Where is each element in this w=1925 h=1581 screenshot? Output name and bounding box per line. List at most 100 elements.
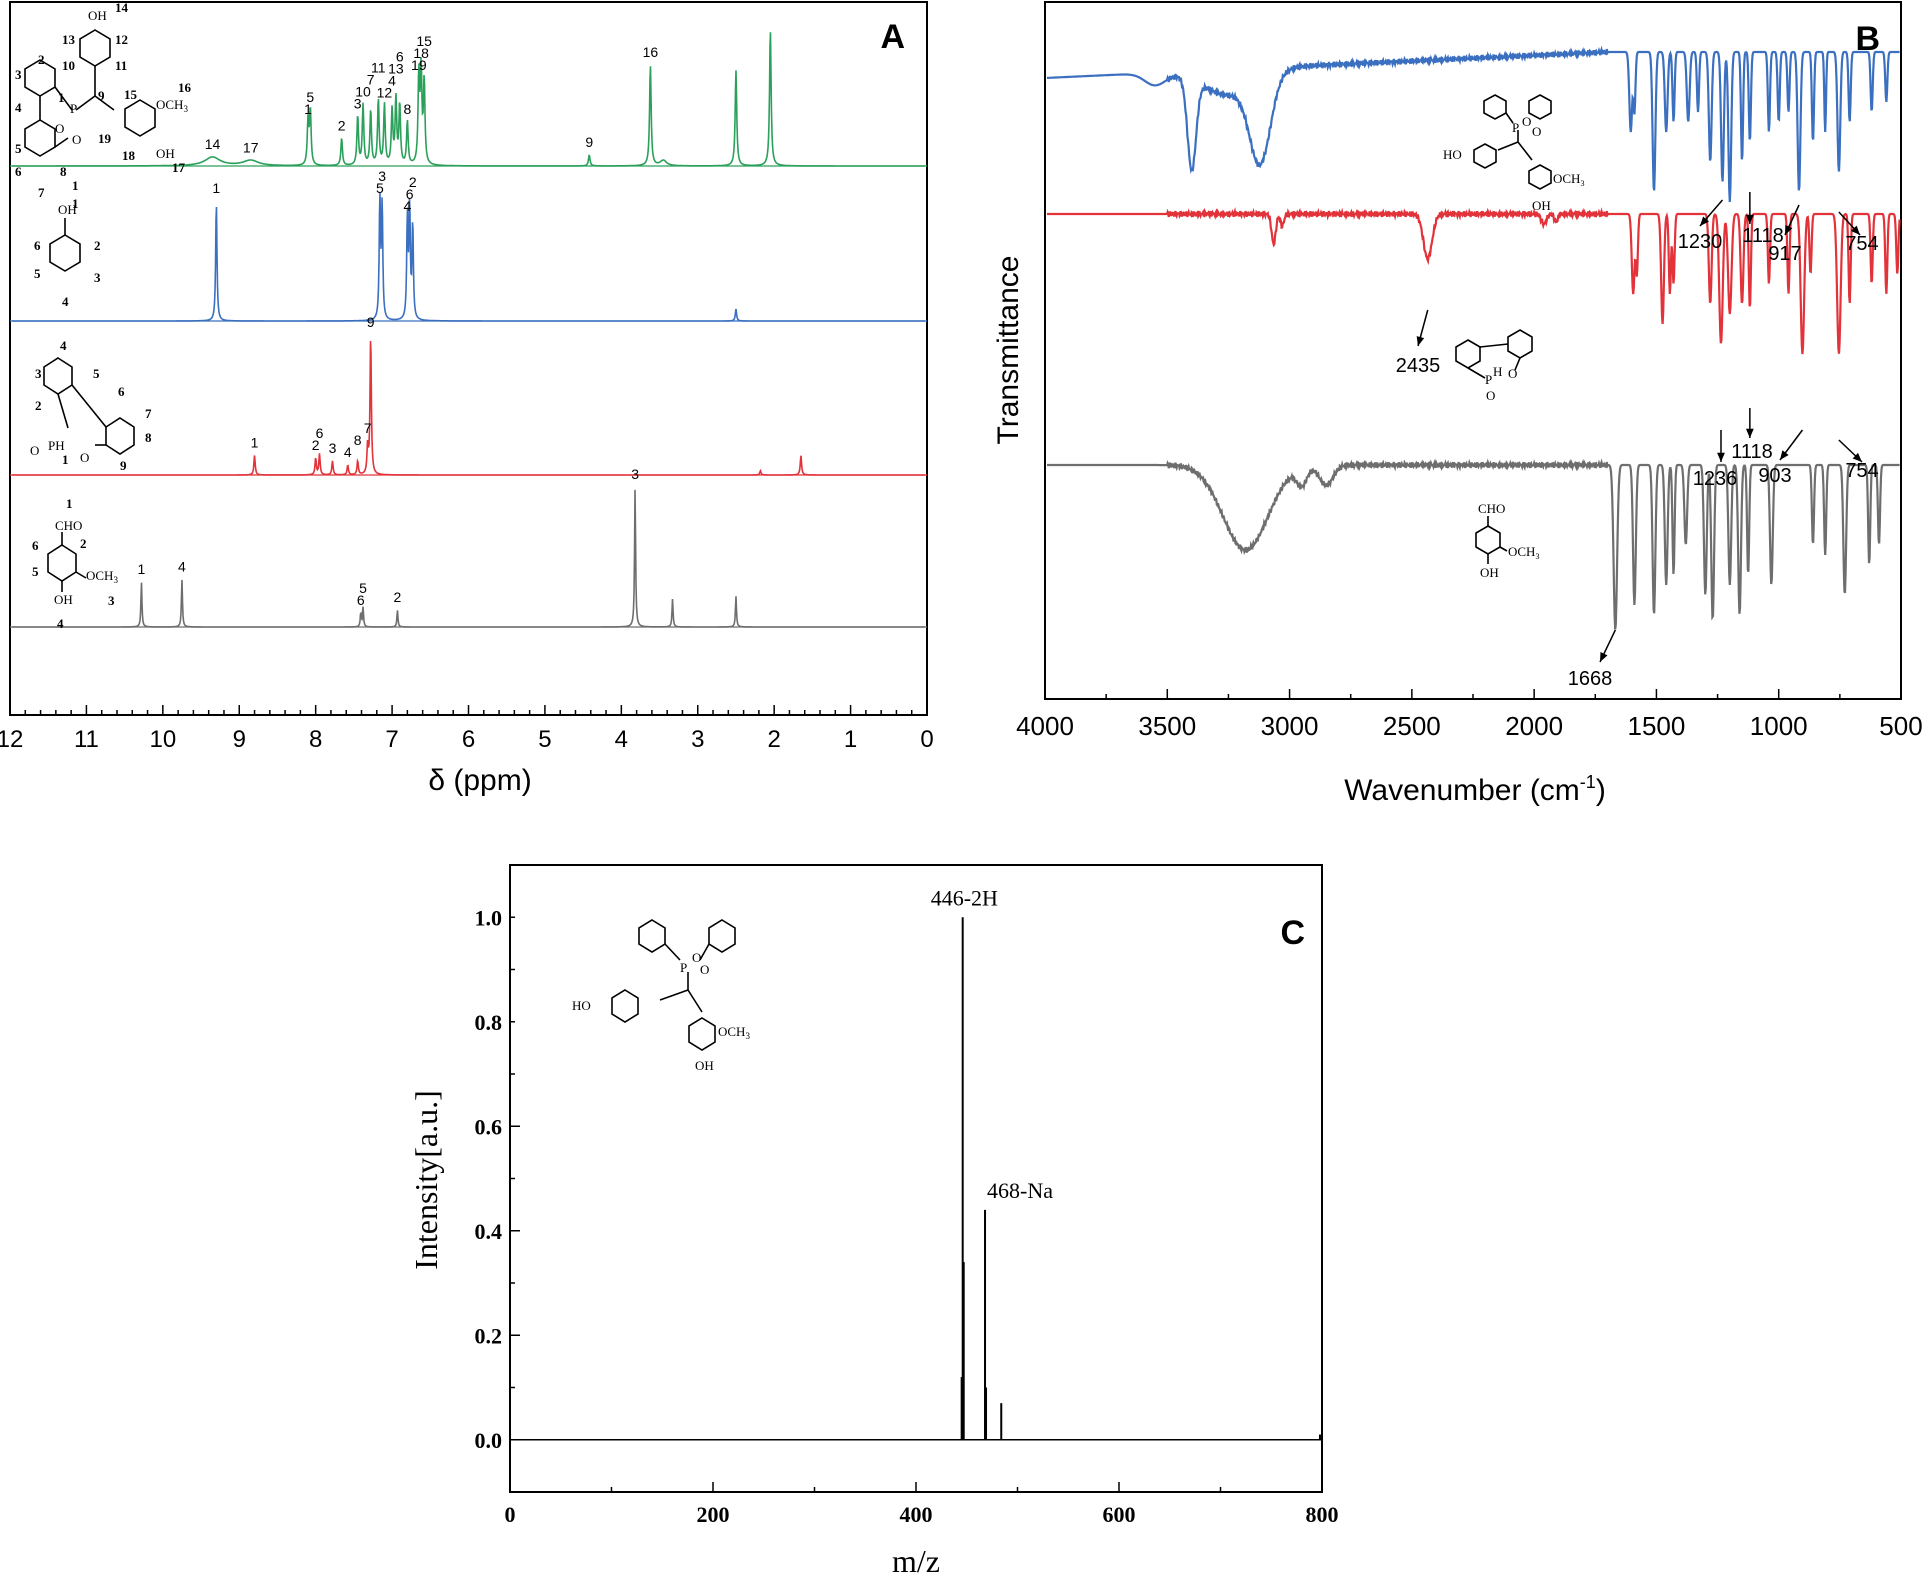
ms-y-tick-labels: 0.0 0.2 0.4 0.6 0.8 1.0 xyxy=(475,905,503,1453)
ms-plot-frame xyxy=(509,864,1323,1493)
ftir-arrow-head xyxy=(1416,336,1425,346)
ms-y-tick-label: 0.8 xyxy=(475,1010,503,1035)
ms-x-ticks xyxy=(509,1482,1323,1492)
ftir-arrow-head xyxy=(1780,450,1789,460)
phenol-num-2: 2 xyxy=(94,238,101,253)
ftir-peak-annotation: 1230 xyxy=(1678,231,1723,253)
ms-y-tick-label: 0.4 xyxy=(475,1219,503,1244)
ftir-spectra xyxy=(1047,45,1901,630)
ftir-peak-annotation: 754 xyxy=(1845,233,1878,255)
ms-peak-labels: 446-2H 468-Na xyxy=(931,885,1054,1203)
ftir-peak-annotation: 754 xyxy=(1845,460,1878,482)
nmr-tick-label: 10 xyxy=(149,726,176,753)
product-num-2: 2 xyxy=(38,52,45,67)
nmr-peak-label: 7 xyxy=(367,72,375,88)
nmr-peak-label: 2 xyxy=(394,589,402,605)
ftir-x-tick-labels: 4000 3500 3000 2500 2000 1500 1000 500 xyxy=(1016,711,1923,741)
product-num-16: 16 xyxy=(178,80,192,95)
ms-x-tick-labels: 0 200 400 600 800 xyxy=(505,1502,1339,1527)
vanillin-cho: CHO xyxy=(55,518,82,533)
ms-x-tick-label: 200 xyxy=(697,1502,730,1527)
product-num-11: 11 xyxy=(115,58,127,73)
nmr-peak-label: 6 xyxy=(406,186,414,202)
ms-peak-label: 446-2H xyxy=(931,885,998,910)
nmr-plot-frame xyxy=(9,1,928,716)
ftir-product-phosphorus: P xyxy=(1512,120,1519,135)
ftir-tick-label: 1500 xyxy=(1628,711,1686,741)
nmr-peak-label: 15 xyxy=(416,33,432,49)
ms-y-ticks xyxy=(510,864,520,1493)
nmr-peak-label: 1 xyxy=(251,434,259,450)
ftir-arrow-head xyxy=(1745,428,1754,438)
ms-y-tick-label: 0.2 xyxy=(475,1323,503,1348)
product-phosphorus: P xyxy=(70,101,77,116)
nmr-peak-label: 2 xyxy=(312,437,320,453)
nmr-peak-label: 13 xyxy=(388,61,404,77)
phenol-num-4: 4 xyxy=(62,294,69,309)
nmr-peak-label: 6 xyxy=(357,592,365,608)
ftir-arrow-head xyxy=(1785,225,1793,235)
nmr-tick-label: 9 xyxy=(233,726,246,753)
ftir-tick-label: 1000 xyxy=(1750,711,1808,741)
ftir-peak-annotation: 917 xyxy=(1768,243,1801,265)
ftir-plot-frame xyxy=(1044,1,1902,700)
nmr-peak-label: 2 xyxy=(338,118,346,134)
ftir-arrow-head xyxy=(1600,652,1608,662)
ms-structure-methoxy: OCH3 xyxy=(718,1024,750,1041)
dopo-num-4: 4 xyxy=(60,338,67,353)
nmr-peak-label: 9 xyxy=(585,134,593,150)
nmr-peak-label: 6 xyxy=(316,425,324,441)
nmr-tick-label: 5 xyxy=(538,726,551,753)
ms-x-axis-label: m/z xyxy=(892,1543,940,1579)
nmr-peak-label: 16 xyxy=(643,44,659,60)
dopo-ph: PH xyxy=(48,438,65,453)
phenol-num-6: 6 xyxy=(34,238,41,253)
ftir-tick-label: 2500 xyxy=(1383,711,1441,741)
dopo-ring-o: O xyxy=(80,450,89,465)
ftir-y-axis-label: Transmittance xyxy=(992,256,1025,445)
nmr-peak-label: 3 xyxy=(354,96,362,112)
ftir-dopo-p: P xyxy=(1485,372,1492,387)
nmr-peak-label: 19 xyxy=(411,57,427,73)
product-num-3: 3 xyxy=(15,67,22,82)
ftir-x-axis-label: Wavenumber (cm-1) xyxy=(1344,772,1606,807)
nmr-structure-phenol xyxy=(49,218,81,272)
ftir-spectrum-vanillin xyxy=(1047,458,1900,630)
nmr-tick-label: 0 xyxy=(920,726,933,753)
panel-c-ms: C 0 200 400 600 800 0.0 0.2 0.4 0.6 0.8 1.0 m/z I… xyxy=(408,864,1339,1579)
nmr-peak-label: 5 xyxy=(306,89,314,105)
nmr-peak-label: 12 xyxy=(377,85,393,101)
product-num-12: 12 xyxy=(115,32,128,47)
dopo-num-7: 7 xyxy=(145,406,152,421)
nmr-peak-label: 4 xyxy=(344,444,352,460)
nmr-peak-label: 17 xyxy=(243,140,259,156)
ftir-spectrum-dopo xyxy=(1047,207,1901,355)
nmr-peak-label: 18 xyxy=(413,45,429,61)
ftir-peak-annotation: 1118 xyxy=(1742,225,1784,247)
dopo-num-8: 8 xyxy=(145,430,152,445)
vanillin-num-5: 5 xyxy=(32,564,39,579)
nmr-tick-label: 6 xyxy=(462,726,475,753)
ms-structure-phosphoryl: O xyxy=(692,950,701,965)
nmr-peak-label: 8 xyxy=(354,432,362,448)
ftir-tick-label: 2000 xyxy=(1505,711,1563,741)
nmr-panel-letter: A xyxy=(880,18,905,56)
dopo-num-5: 5 xyxy=(93,366,100,381)
ms-x-tick-label: 800 xyxy=(1306,1502,1339,1527)
ftir-arrow-head xyxy=(1852,452,1862,462)
ftir-dopo-h: H xyxy=(1493,364,1502,379)
nmr-peak-label: 4 xyxy=(388,73,396,89)
ms-structure-product xyxy=(611,919,736,1051)
nmr-structure-product xyxy=(24,29,156,157)
nmr-tick-label: 2 xyxy=(767,726,780,753)
panel-a-nmr: A 12 11 10 9 8 7 6 5 4 3 2 1 0 δ (ppm) 14 17152310711… xyxy=(0,0,934,797)
product-num-19: 19 xyxy=(98,131,112,146)
dopo-num-2: 2 xyxy=(35,398,42,413)
ftir-tick-label: 3500 xyxy=(1138,711,1196,741)
ftir-arrow-head xyxy=(1850,225,1860,235)
nmr-tick-label: 11 xyxy=(74,726,99,753)
product-num-1b: 1 xyxy=(72,178,79,193)
nmr-tick-label: 3 xyxy=(691,726,704,753)
vanillin-num-4: 4 xyxy=(57,616,64,631)
